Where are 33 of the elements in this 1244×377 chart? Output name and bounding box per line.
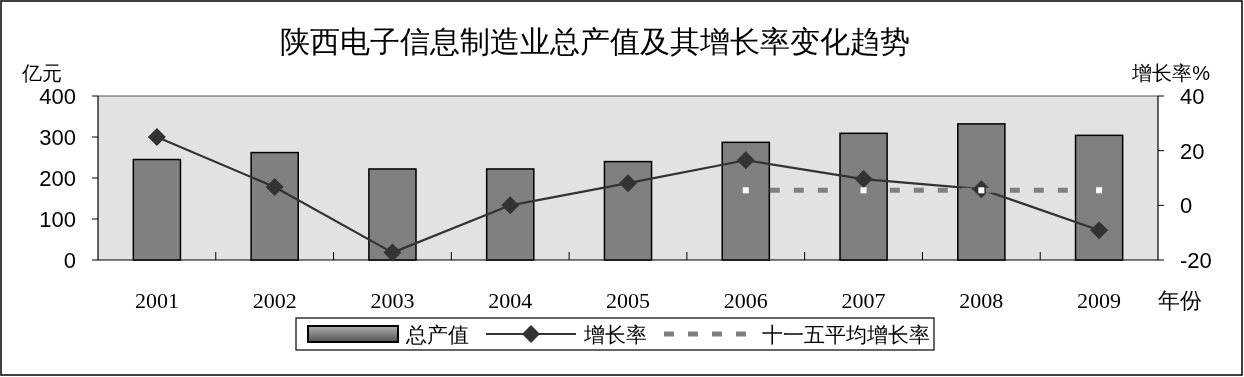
y2-tick-label: 0 — [1180, 193, 1193, 219]
x-tick-label: 2009 — [1077, 288, 1122, 313]
x-tick-label: 2006 — [723, 288, 768, 313]
x-tick-label: 2007 — [841, 288, 886, 313]
point — [736, 151, 755, 170]
y-tick-label: 300 — [39, 125, 76, 150]
point — [383, 243, 402, 262]
chart-title: 陕西电子信息制造业总产值及其增长率变化趋势 — [280, 25, 910, 58]
point — [147, 128, 166, 146]
legend-label: 增长率 — [583, 323, 647, 347]
legend-label: 十一五平均增长率 — [762, 323, 930, 347]
point — [854, 170, 873, 189]
point — [1090, 221, 1109, 240]
y-axis-title: 亿元 — [21, 62, 62, 84]
x-tick-label: 2004 — [488, 288, 533, 313]
x-tick-label: 2008 — [959, 288, 1004, 313]
y-tick-label: 0 — [63, 248, 76, 273]
x-tick-label: 2002 — [252, 288, 297, 313]
x-tick-label: 2005 — [606, 288, 650, 313]
point — [501, 196, 520, 215]
legend-label: 总产值 — [405, 323, 469, 347]
x-tick-label: 2003 — [370, 288, 415, 313]
y2-tick-label: -20 — [1180, 248, 1212, 273]
y2-tick-label: 40 — [1180, 84, 1205, 109]
y2-tick-label: 20 — [1180, 138, 1205, 164]
y2-axis-title: 增长率% — [1131, 62, 1211, 84]
y-tick-label: 400 — [39, 84, 76, 109]
x-axis-title: 年份 — [1158, 288, 1202, 313]
x-tick-label: 2001 — [134, 288, 179, 313]
y-tick-label: 100 — [39, 207, 76, 232]
y-tick-label: 200 — [39, 166, 76, 191]
point — [265, 178, 284, 197]
point — [619, 174, 637, 193]
